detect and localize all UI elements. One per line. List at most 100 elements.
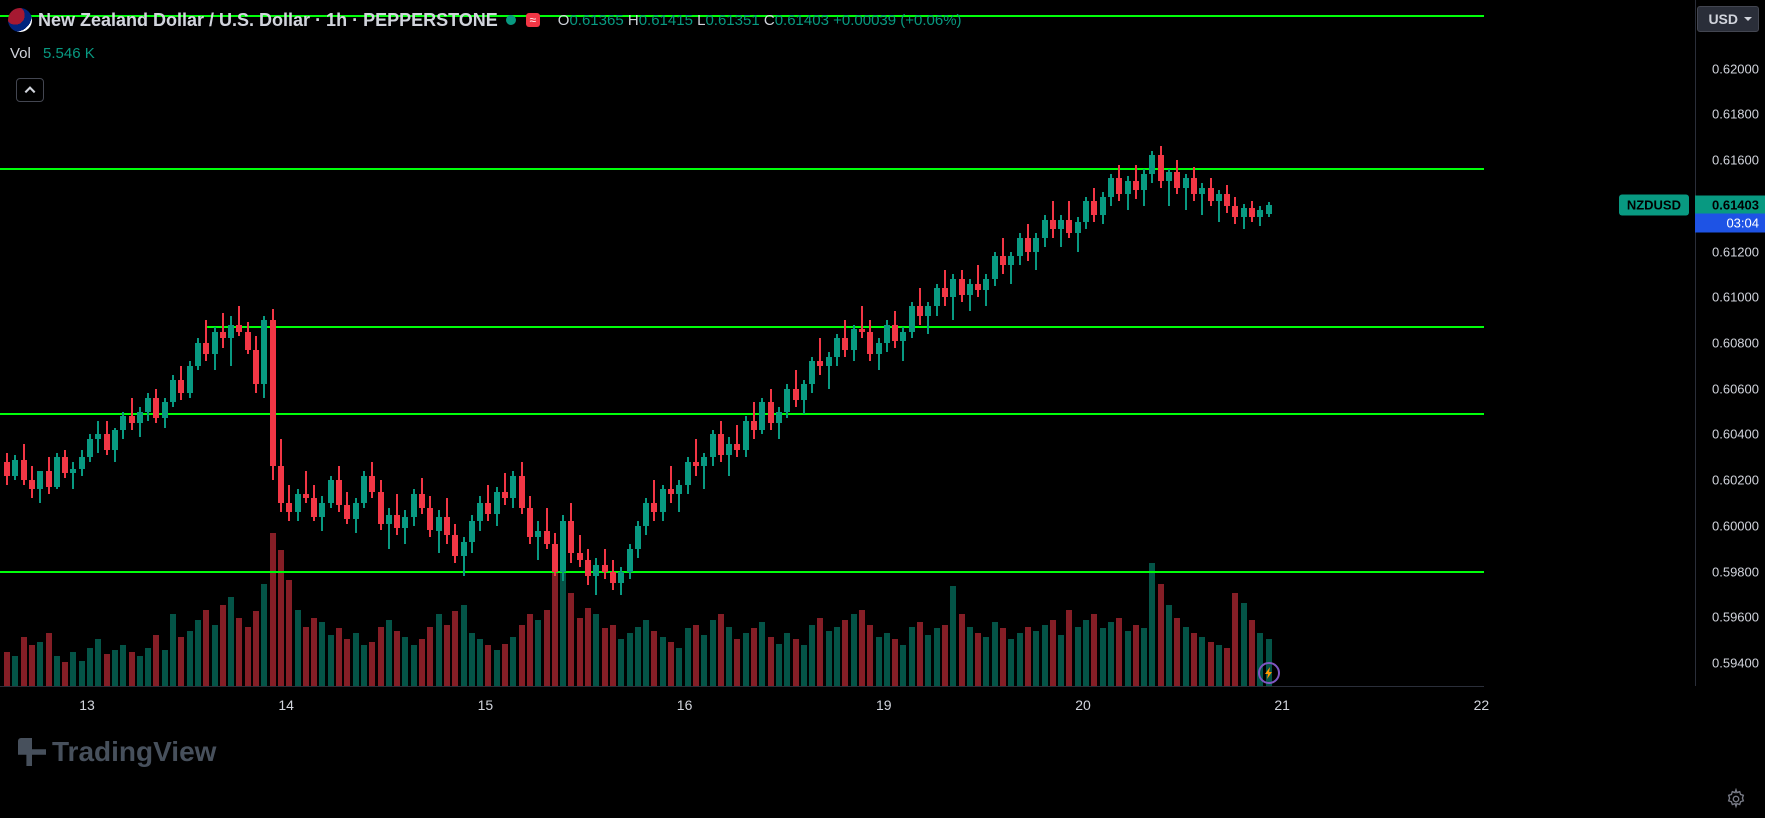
volume-bar (577, 618, 583, 686)
volume-bar (120, 645, 126, 686)
volume-bar (112, 650, 118, 686)
volume-bar (261, 584, 267, 686)
volume-bar (319, 622, 325, 686)
volume-bar (867, 625, 873, 686)
volume-bar (942, 625, 948, 686)
volume-bar (1191, 633, 1197, 686)
volume-bar (1141, 628, 1147, 686)
volume-bar (386, 620, 392, 686)
volume-bar (751, 628, 757, 686)
volume-bar (643, 620, 649, 686)
volume-bar (950, 586, 956, 686)
volume-bar (734, 639, 740, 686)
volume-bar (494, 650, 500, 686)
volume-bar (817, 618, 823, 686)
volume-bar (178, 637, 184, 686)
volume-bar (1116, 618, 1122, 686)
volume-bar (510, 637, 516, 686)
time-axis[interactable]: 1314151619202122 (0, 686, 1484, 726)
price-tick-label: 0.60400 (1712, 427, 1759, 442)
volume-bar (834, 627, 840, 687)
volume-bar (784, 633, 790, 686)
ticker-badge[interactable]: NZDUSD (1619, 195, 1689, 216)
volume-bar (685, 628, 691, 686)
price-tick-label: 0.61000 (1712, 290, 1759, 305)
market-open-dot-icon (506, 15, 516, 25)
horizontal-level-line[interactable] (0, 571, 1484, 573)
volume-bar (46, 633, 52, 686)
volume-bar (635, 627, 641, 687)
volume-bar (461, 605, 467, 686)
volume-bar (859, 610, 865, 687)
volume-bar (145, 648, 151, 686)
volume-bar (195, 620, 201, 686)
tradingview-watermark: TradingView (18, 736, 216, 768)
volume-bar (851, 614, 857, 686)
price-tick-label: 0.59600 (1712, 610, 1759, 625)
volume-bar (353, 633, 359, 686)
chart-pane[interactable] (0, 0, 1484, 686)
time-tick-label: 21 (1274, 697, 1290, 713)
volume-bar (245, 627, 251, 687)
time-tick-label: 13 (79, 697, 95, 713)
replay-bolt-button[interactable] (1258, 662, 1280, 684)
volume-bar (544, 610, 550, 687)
horizontal-level-line[interactable] (0, 168, 1484, 170)
volume-bar (726, 627, 732, 687)
volume-bar (1241, 603, 1247, 686)
volume-bar (660, 637, 666, 686)
time-tick-label: 14 (278, 697, 294, 713)
volume-bar (270, 533, 276, 686)
price-axis[interactable]: 0.594000.596000.598000.600000.602000.604… (1695, 0, 1765, 686)
chart-settings-button[interactable] (1725, 788, 1747, 810)
volume-bar (1133, 625, 1139, 686)
volume-bar (826, 631, 832, 686)
volume-bar (378, 627, 384, 687)
volume-bar (427, 627, 433, 687)
volume-bar (1042, 625, 1048, 686)
volume-bar (983, 637, 989, 686)
volume-bar (4, 652, 10, 686)
volume-bar (1199, 637, 1205, 686)
volume-bar (593, 614, 599, 686)
volume-bar (411, 645, 417, 686)
volume-bar (701, 635, 707, 686)
chart-header: New Zealand Dollar / U.S. Dollar · 1h · … (8, 8, 962, 32)
volume-bar (1008, 639, 1014, 686)
time-tick-label: 20 (1075, 697, 1091, 713)
volume-bar (1183, 627, 1189, 687)
collapse-legend-button[interactable] (16, 78, 44, 102)
volume-bar (62, 662, 68, 686)
volume-bar (162, 650, 168, 686)
volume-bar (1158, 584, 1164, 686)
volume-bar (469, 633, 475, 686)
volume-bar (801, 645, 807, 686)
price-tick-label: 0.60600 (1712, 381, 1759, 396)
volume-bar (718, 614, 724, 686)
volume-bar (203, 610, 209, 687)
volume-bar (759, 622, 765, 686)
volume-bar (29, 645, 35, 686)
current-price-label[interactable]: 0.61403 (1695, 196, 1765, 215)
volume-bar (1149, 563, 1155, 686)
price-tick-label: 0.61200 (1712, 244, 1759, 259)
volume-bar (129, 652, 135, 686)
time-tick-label: 19 (876, 697, 892, 713)
volume-bar (618, 639, 624, 686)
volume-bar (328, 635, 334, 686)
symbol-title[interactable]: New Zealand Dollar / U.S. Dollar · 1h · … (38, 10, 498, 31)
volume-bar (1066, 610, 1072, 687)
volume-bar (344, 639, 350, 686)
volume-bar (1100, 628, 1106, 686)
volume-bar (519, 625, 525, 686)
time-tick-label: 22 (1474, 697, 1490, 713)
currency-dropdown[interactable]: USD (1697, 6, 1759, 32)
volume-bar (809, 625, 815, 686)
horizontal-level-line[interactable] (0, 413, 1484, 415)
volume-bar (1075, 627, 1081, 687)
volume-bar (12, 656, 18, 686)
volume-bar (917, 622, 923, 686)
tradingview-logo-icon (18, 738, 46, 766)
volume-bar (693, 625, 699, 686)
price-tick-label: 0.60000 (1712, 518, 1759, 533)
